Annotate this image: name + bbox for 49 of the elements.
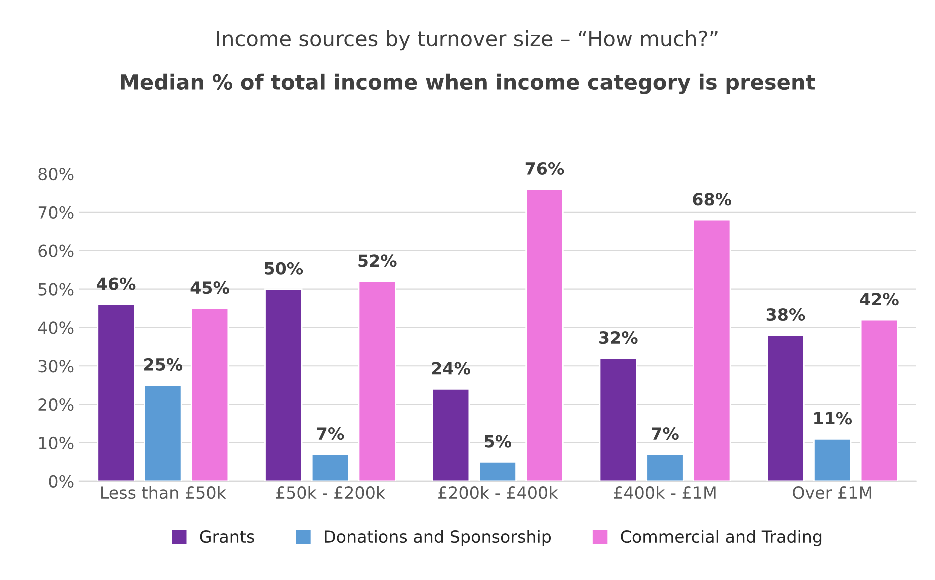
bar — [97, 304, 136, 482]
data-label: 5% — [485, 435, 512, 448]
x-tick-label: £50k - £200k — [276, 486, 386, 500]
data-label: 42% — [860, 293, 899, 306]
data-label: 45% — [190, 282, 230, 294]
data-label: 32% — [600, 331, 638, 344]
data-label: 24% — [432, 362, 470, 375]
y-tick-label: 50% — [38, 283, 74, 296]
chart-title: Income sources by turnover size – “How much?” — [217, 30, 718, 51]
data-label: 68% — [693, 193, 732, 206]
legend-label: Grants — [200, 530, 254, 544]
bar — [311, 454, 350, 482]
bar — [599, 358, 638, 482]
x-tick-label: £400k - £1M — [614, 486, 716, 500]
data-label: 46% — [97, 278, 136, 290]
x-tick-label: Over £1M — [793, 486, 872, 500]
y-tick-label: 60% — [38, 244, 74, 258]
x-tick-label: £200k - £400k — [438, 486, 558, 500]
data-label: 52% — [358, 254, 397, 268]
x-tick-label: Less than £50k — [102, 486, 226, 500]
bar — [693, 219, 732, 482]
legend-label: Commercial and Trading — [621, 530, 822, 546]
bar — [358, 280, 396, 482]
data-label: 38% — [766, 308, 806, 322]
y-tick-label: 0% — [49, 475, 74, 488]
y-tick-label: 20% — [38, 398, 74, 412]
bar — [144, 384, 182, 482]
bar — [432, 388, 470, 482]
y-tick-label: 80% — [38, 168, 74, 181]
data-label: 76% — [526, 162, 564, 176]
chart-subtitle: Median % of total income when income category is present — [121, 74, 816, 94]
data-label: 50% — [265, 262, 304, 275]
data-label: 25% — [144, 358, 183, 371]
bar — [860, 319, 899, 482]
legend-label: Donations and Sponsorship — [325, 530, 552, 546]
y-tick-label: 10% — [39, 436, 74, 450]
data-label: 7% — [652, 428, 679, 440]
bar — [646, 454, 684, 482]
y-tick-label: 40% — [38, 322, 74, 334]
bar — [478, 461, 517, 482]
bar — [766, 334, 805, 482]
y-tick-label: 70% — [38, 206, 74, 219]
bar — [526, 188, 564, 482]
data-label: 7% — [317, 428, 344, 440]
data-label: 11% — [814, 412, 852, 425]
bar — [814, 438, 852, 482]
bar — [264, 288, 303, 482]
y-tick-label: 30% — [38, 360, 74, 373]
bar — [190, 308, 230, 482]
